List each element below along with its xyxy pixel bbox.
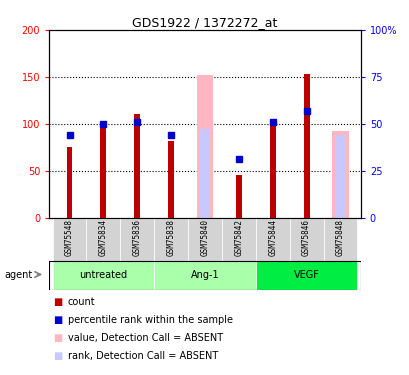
Bar [154, 261, 255, 290]
Text: ■: ■ [53, 333, 63, 343]
Bar [134, 114, 140, 218]
Bar [52, 217, 86, 261]
Text: GSM75836: GSM75836 [133, 219, 142, 256]
Text: GSM75844: GSM75844 [267, 219, 276, 256]
Bar [100, 127, 106, 218]
Bar [188, 217, 221, 261]
Text: value, Detection Call = ABSENT: value, Detection Call = ABSENT [67, 333, 222, 343]
Text: rank, Detection Call = ABSENT: rank, Detection Call = ABSENT [67, 351, 217, 361]
Bar [255, 261, 357, 290]
Bar [221, 217, 255, 261]
Text: GSM75548: GSM75548 [65, 219, 74, 256]
Bar [323, 217, 357, 261]
Bar [335, 135, 345, 218]
Bar [235, 176, 241, 217]
Bar [66, 147, 72, 218]
Bar [289, 217, 323, 261]
Text: GSM75838: GSM75838 [166, 219, 175, 256]
Title: GDS1922 / 1372272_at: GDS1922 / 1372272_at [132, 16, 277, 29]
Bar [303, 74, 309, 217]
Bar [154, 217, 188, 261]
Bar [196, 75, 213, 217]
Text: GSM75840: GSM75840 [200, 219, 209, 256]
Text: agent: agent [4, 270, 32, 279]
Text: GSM75846: GSM75846 [301, 219, 310, 256]
Bar [331, 131, 348, 218]
Text: GSM75848: GSM75848 [335, 219, 344, 256]
Bar [168, 141, 174, 218]
Text: count: count [67, 297, 95, 307]
Text: VEGF: VEGF [293, 270, 319, 280]
Text: Ang-1: Ang-1 [190, 270, 219, 280]
Text: ■: ■ [53, 297, 63, 307]
Text: ■: ■ [53, 315, 63, 325]
Text: GSM75834: GSM75834 [99, 219, 108, 256]
Bar [269, 119, 275, 218]
Bar [255, 217, 289, 261]
Text: GSM75842: GSM75842 [234, 219, 243, 256]
Bar [200, 129, 209, 218]
Text: percentile rank within the sample: percentile rank within the sample [67, 315, 232, 325]
Bar [120, 217, 154, 261]
Text: untreated: untreated [79, 270, 127, 280]
Bar [52, 261, 154, 290]
Text: ■: ■ [53, 351, 63, 361]
Bar [86, 217, 120, 261]
